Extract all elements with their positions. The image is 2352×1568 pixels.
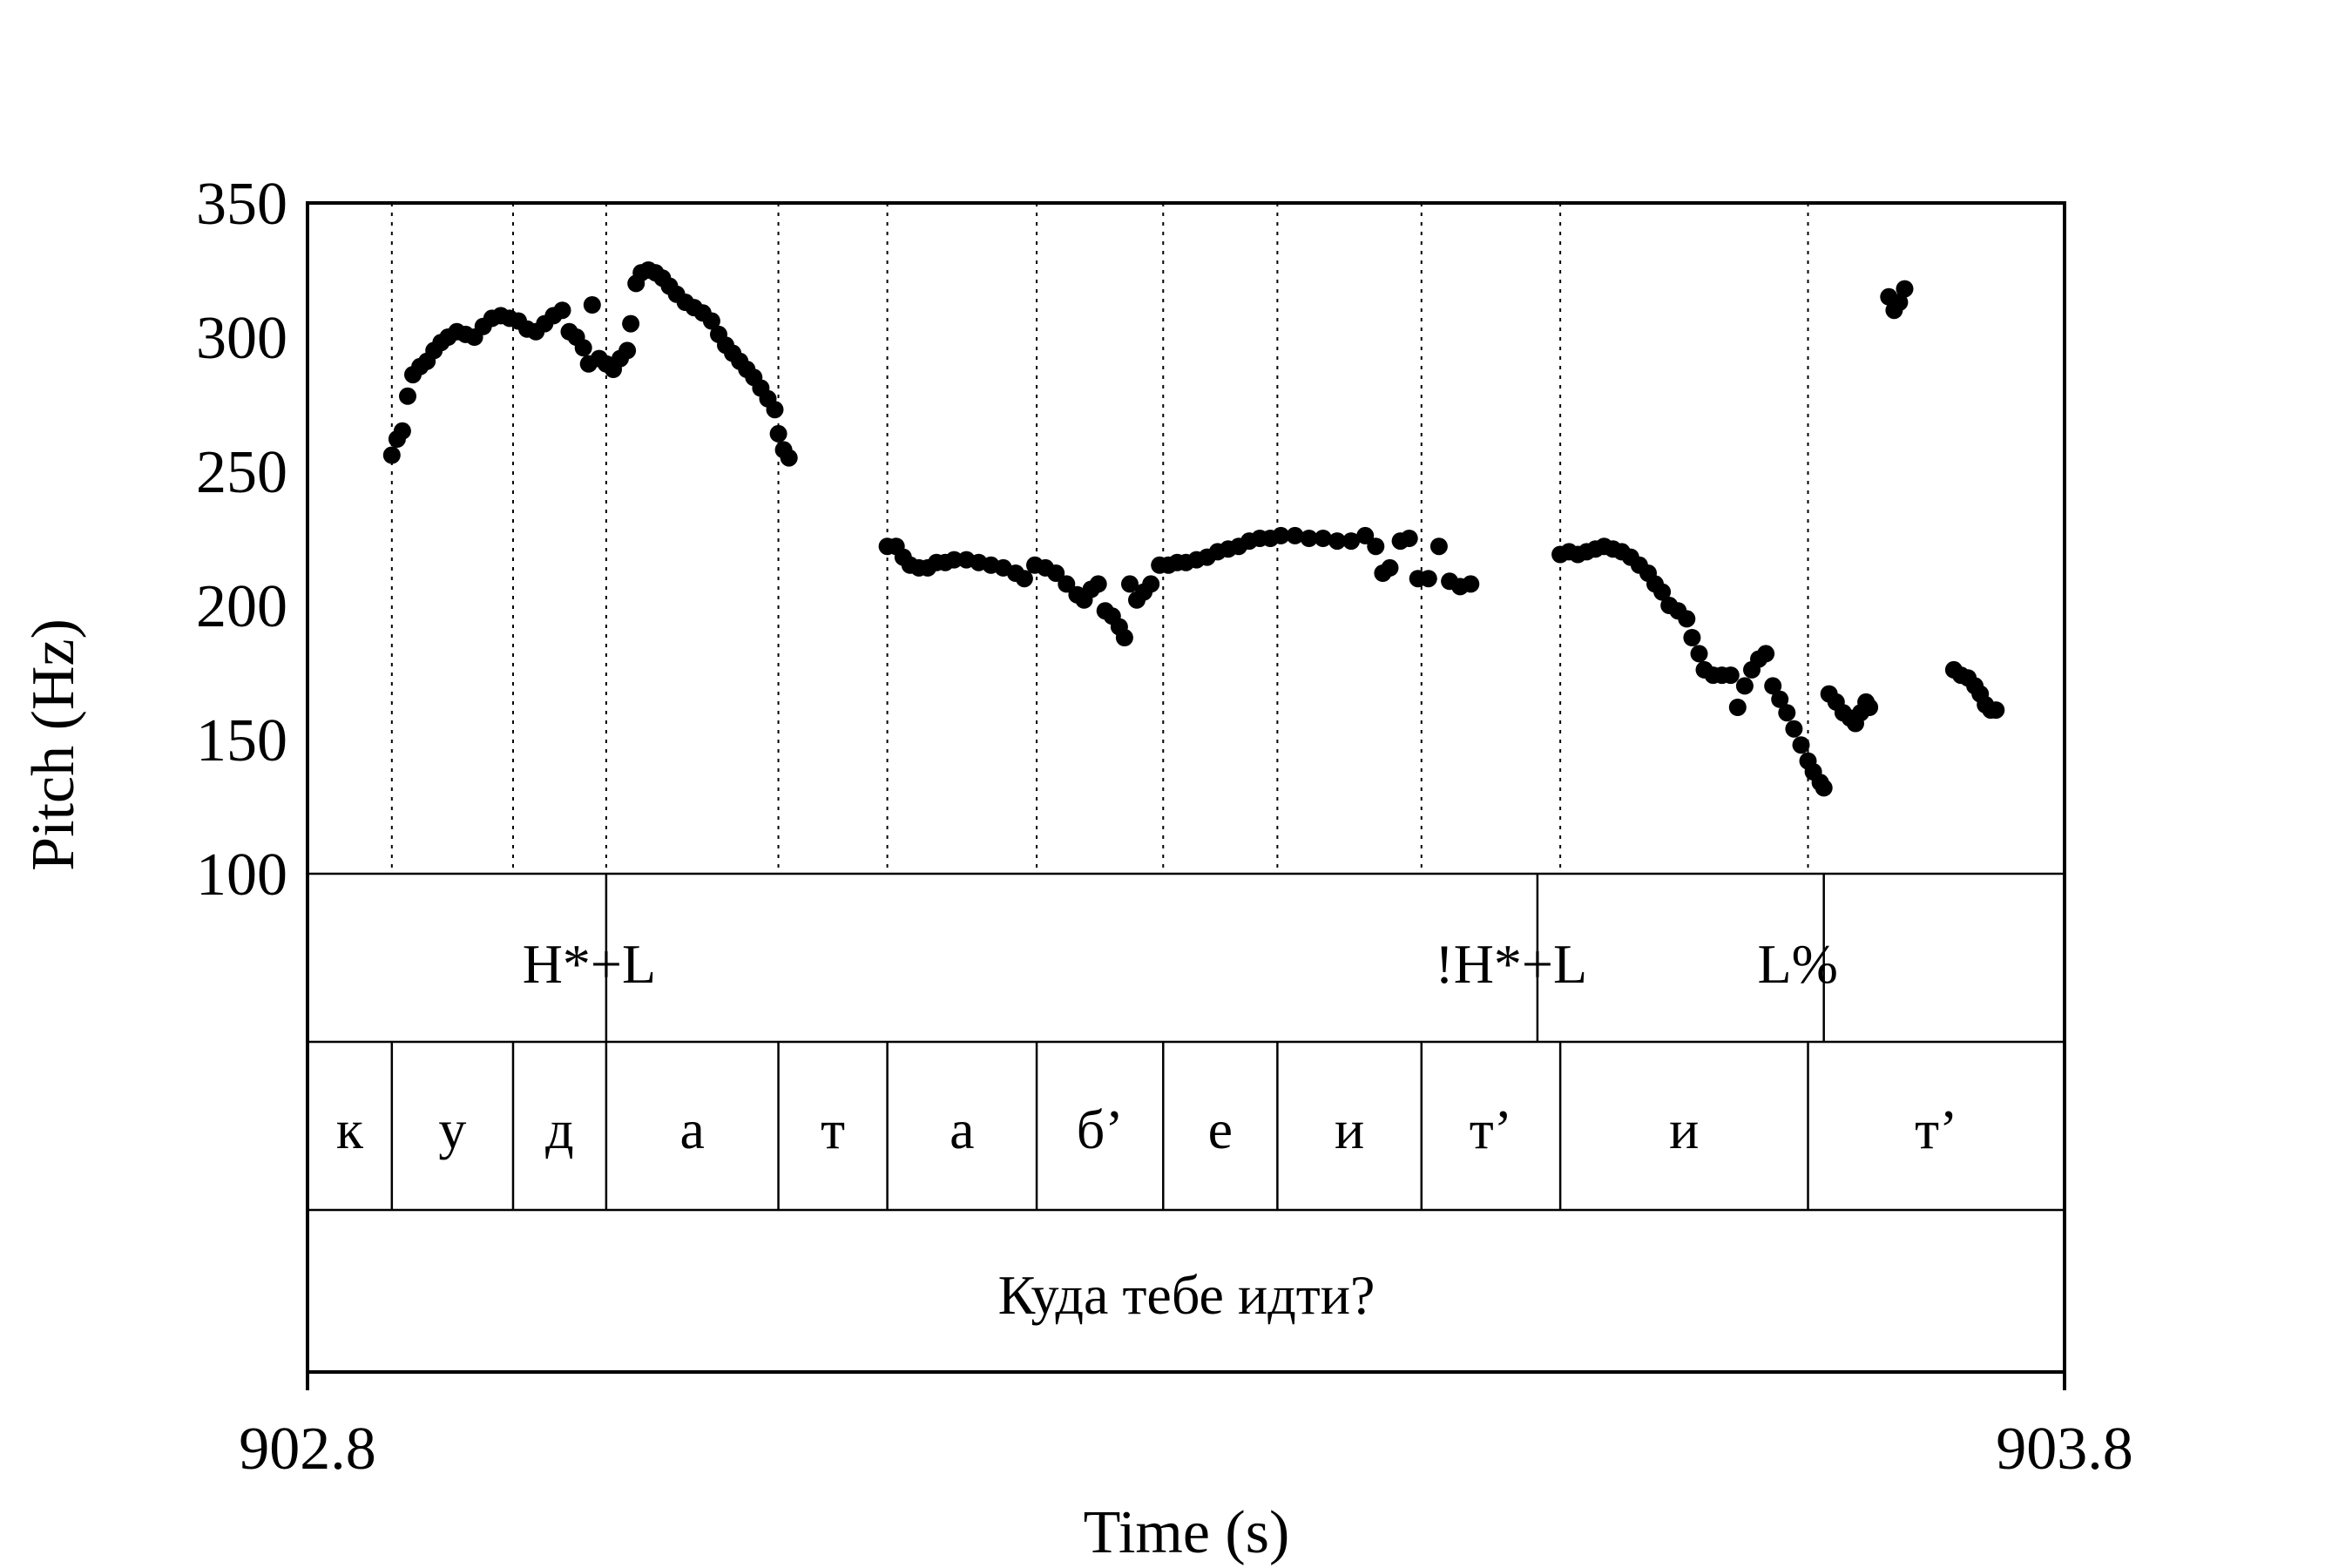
y-tick-label: 350 — [196, 171, 287, 238]
segment-label: т’ — [1470, 1098, 1512, 1160]
segment-label: б’ — [1077, 1098, 1124, 1160]
pitch-point — [1300, 530, 1318, 547]
y-axis-title: Pitch (Hz) — [20, 618, 87, 871]
pitch-point — [1462, 575, 1480, 593]
tone-labels: H*+L !H*+L L% — [523, 933, 1838, 995]
pitch-point — [766, 401, 784, 419]
pitch-point — [702, 312, 720, 330]
segment-boundary-lines — [390, 203, 1825, 1210]
pitch-point — [1115, 629, 1133, 646]
pitch-point — [1683, 629, 1701, 646]
pitch-point — [1728, 699, 1747, 716]
pitch-point — [1690, 645, 1708, 663]
pitch-point — [1381, 558, 1399, 577]
pitch-point — [1778, 704, 1796, 722]
y-tick-label: 200 — [196, 573, 287, 640]
pitch-point — [1815, 779, 1833, 797]
segment-label: к — [336, 1098, 364, 1160]
pitch-point — [622, 314, 640, 333]
y-tick-label: 300 — [196, 305, 287, 372]
y-tick-label: 150 — [196, 707, 287, 774]
pitch-point — [769, 424, 787, 443]
y-tick-label: 100 — [196, 841, 287, 909]
segment-label: д — [545, 1098, 574, 1160]
pitch-point — [1419, 570, 1437, 588]
pitch-point — [399, 387, 416, 405]
tone-label: L% — [1757, 933, 1837, 995]
x-axis-title: Time (s) — [1084, 1499, 1290, 1566]
pitch-point — [1987, 701, 2005, 720]
pitch-point — [1142, 575, 1160, 593]
pitch-point — [1015, 570, 1033, 588]
pitch-point — [1896, 280, 1914, 298]
segment-labels: к у д а т а б’ е и т’ и т’ — [336, 1098, 1958, 1160]
pitch-point — [1328, 532, 1346, 551]
pitch-point — [1356, 526, 1375, 544]
segment-label: е — [1208, 1098, 1233, 1160]
pitch-point — [1272, 526, 1290, 544]
pitch-point — [1764, 677, 1782, 695]
pitch-point — [1286, 526, 1304, 544]
pitch-points — [382, 261, 2005, 797]
pitch-point — [945, 551, 963, 569]
sentence-label: Куда тебе идти? — [998, 1264, 1375, 1326]
pitch-point — [1429, 537, 1448, 556]
pitch-point — [780, 449, 798, 467]
pitch-point — [1890, 294, 1909, 311]
segment-label: у — [438, 1098, 466, 1160]
pitch-point — [1678, 610, 1696, 628]
x-tick-label-end: 903.8 — [1996, 1416, 2133, 1483]
pitch-point — [1735, 677, 1754, 695]
pitch-point — [583, 296, 601, 314]
plot-frame — [306, 201, 2066, 1374]
pitch-point — [393, 422, 411, 440]
pitch-point — [1792, 736, 1810, 754]
pitch-point — [1314, 530, 1332, 547]
tone-label: H*+L — [523, 933, 656, 995]
pitch-point — [1047, 564, 1065, 582]
pitch-point — [553, 301, 571, 320]
pitch-point — [1861, 699, 1879, 716]
pitch-point — [1089, 575, 1107, 593]
pitch-point — [1058, 575, 1076, 593]
pitch-point — [1342, 532, 1361, 551]
pitch-point — [1721, 666, 1740, 685]
pitch-point — [574, 339, 592, 357]
y-tick-label: 250 — [196, 439, 287, 506]
segment-label: и — [1335, 1098, 1364, 1160]
segment-label: а — [679, 1098, 704, 1160]
pitch-point — [618, 341, 637, 360]
pitch-point — [1757, 645, 1775, 663]
segment-label: т — [821, 1098, 845, 1160]
y-axis-tick-labels: 100 150 200 250 300 350 — [196, 171, 287, 909]
pitch-point — [382, 446, 401, 464]
segment-label: и — [1669, 1098, 1699, 1160]
pitch-point — [1653, 583, 1672, 601]
x-tick-label-start: 902.8 — [239, 1416, 376, 1483]
pitch-point — [1785, 720, 1803, 738]
pitch-point — [1400, 530, 1418, 547]
pitch-point — [1367, 537, 1385, 556]
tone-label: !H*+L — [1435, 933, 1587, 995]
segment-label: а — [950, 1098, 974, 1160]
pitch-point — [1121, 575, 1139, 593]
pitch-point — [1771, 690, 1789, 708]
segment-label: т’ — [1915, 1098, 1957, 1160]
